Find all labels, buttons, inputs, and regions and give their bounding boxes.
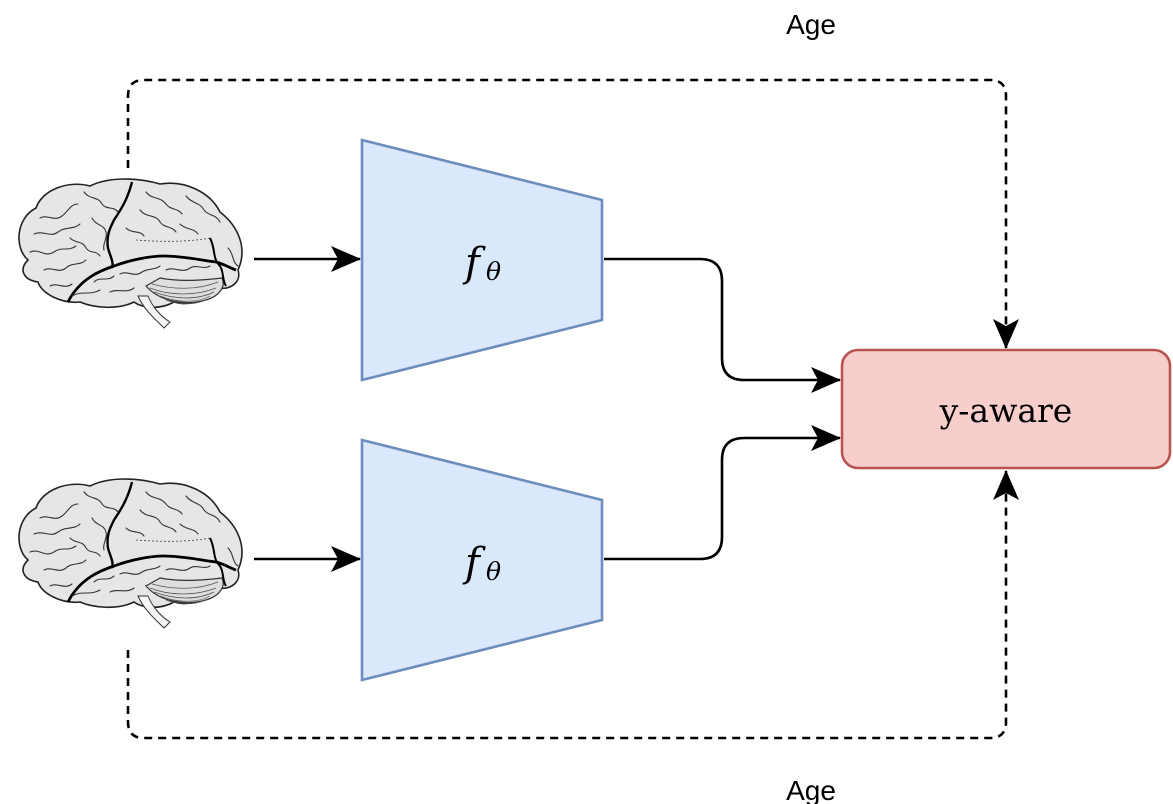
brain-icon xyxy=(17,477,244,630)
y-aware-rect xyxy=(840,348,1172,470)
encoder-shape xyxy=(360,438,604,682)
y-aware-box: y-aware xyxy=(840,348,1172,470)
encoder-output-connector-bottom xyxy=(604,425,841,561)
encoder-output-connector-top xyxy=(604,257,841,393)
encoder-subscript: θ xyxy=(486,557,501,586)
brain-icon xyxy=(17,177,244,330)
encoder-top: f θ xyxy=(360,138,604,382)
age-label-top: Age xyxy=(786,9,836,40)
age-dashed-connector-top xyxy=(126,78,1019,349)
encoder-bottom: f θ xyxy=(360,438,604,682)
encoder-subscript: θ xyxy=(486,257,501,286)
age-label-bottom: Age xyxy=(786,775,836,804)
age-dashed-connector-bottom xyxy=(126,470,1019,740)
y-aware-label: y-aware xyxy=(939,391,1073,430)
encoder-shape xyxy=(360,138,604,382)
